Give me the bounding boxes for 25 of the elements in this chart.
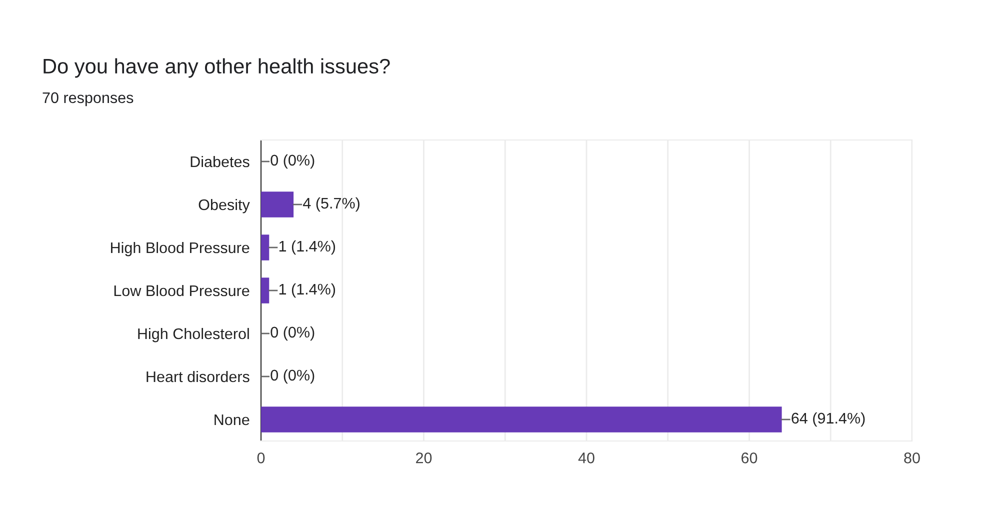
y-tick-label: High Cholesterol: [138, 328, 249, 342]
x-tick-label: 20: [416, 452, 432, 464]
chart-title: Do you have any other health issues?: [44, 58, 390, 78]
bar: [261, 278, 270, 304]
data-label: 0 (0%): [270, 326, 314, 341]
y-tick-label: Heart disorders: [146, 370, 250, 382]
y-tick-label: Diabetes: [190, 156, 250, 168]
y-tick-label: High Blood Pressure: [111, 242, 250, 256]
x-tick-label: 0: [257, 452, 265, 464]
data-label: 1 (1.4%): [279, 240, 336, 255]
data-label: 0 (0%): [270, 369, 314, 384]
data-label: 4 (5.7%): [303, 197, 360, 212]
text: 70 responses: [42, 92, 134, 106]
data-label: 1 (1.4%): [279, 283, 336, 298]
y-tick-label: Low Blood Pressure: [114, 284, 250, 296]
x-tick-label: 80: [904, 452, 920, 464]
bar: [261, 234, 270, 260]
data-label: 64 (91.4%): [792, 412, 865, 427]
y-tick-label: None: [214, 414, 250, 426]
data-label: 0 (0%): [270, 154, 314, 169]
x-tick-label: 40: [578, 452, 594, 464]
bar: [261, 406, 782, 432]
bar: [261, 192, 294, 218]
x-tick-label: 60: [742, 452, 758, 464]
y-tick-label: Obesity: [198, 198, 250, 214]
